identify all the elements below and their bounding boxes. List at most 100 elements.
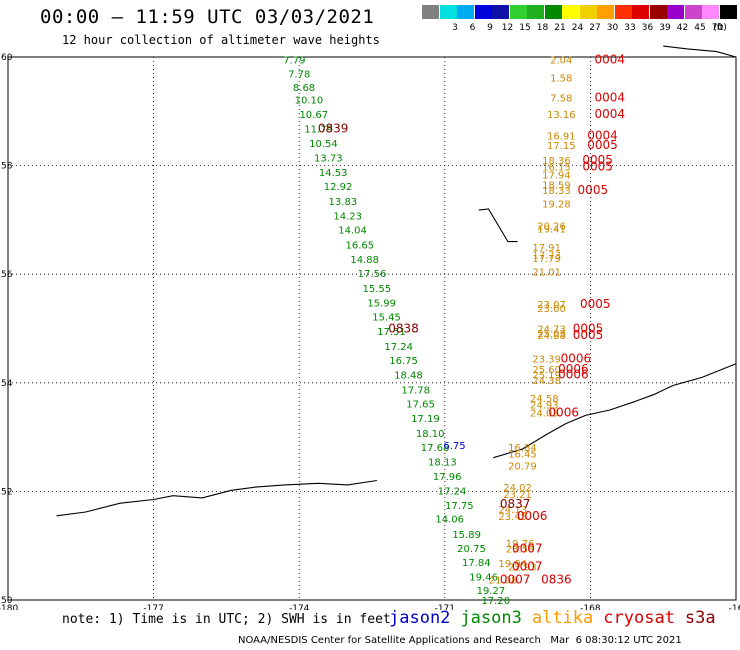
y-tick-label: 60	[1, 53, 13, 63]
footer-credit: NOAA/NESDIS Center for Satellite Applica…	[238, 635, 682, 646]
colorbar-swatch	[457, 5, 474, 19]
data-label-altika: 25.03	[537, 329, 566, 340]
coastline-aleutian-chain	[56, 479, 377, 517]
data-label-s3a: 0839	[318, 122, 349, 136]
x-tick-label: -168	[580, 604, 601, 610]
colorbar-swatch	[492, 5, 509, 19]
data-label-cryosat: 0007	[500, 572, 531, 586]
data-label-jason3: 11.79	[304, 125, 333, 136]
data-label-altika: 18.59	[542, 181, 571, 192]
colorbar-swatch	[719, 5, 737, 19]
colorbar-tick-label: 30	[606, 23, 619, 33]
data-label-s3a: 0838	[388, 322, 419, 336]
data-label-jason3: 15.55	[363, 284, 392, 295]
data-label-cryosat: 0004	[595, 91, 626, 105]
data-label-cryosat: 0006	[548, 406, 579, 420]
footer-note: note: 1) Time is in UTC; 2) SWH is in fe…	[62, 612, 391, 627]
data-label-jason3: 17.56	[358, 269, 387, 280]
data-label-altika: 7.58	[550, 94, 572, 105]
data-label-jason3: 15.89	[452, 530, 481, 541]
colorbar-tick-label: 70	[711, 23, 724, 33]
colorbar-tick-label: 24	[571, 23, 584, 33]
y-tick-label: 58	[1, 162, 13, 172]
data-label-altika: 20.26	[537, 221, 566, 232]
colorbar-tick-label: 6	[469, 23, 476, 33]
data-label-altika: 23.21	[503, 490, 532, 501]
mission-legend: jason2 jason3 altika cryosat s3a	[389, 608, 726, 628]
x-tick-label: -177	[143, 604, 163, 610]
data-label-altika: 16.84	[508, 443, 537, 454]
data-label-jason3: 17.68	[421, 443, 450, 454]
colorbar-swatch	[597, 5, 614, 19]
data-label-cryosat: 0005	[573, 322, 604, 336]
colorbar-swatch	[422, 5, 439, 19]
colorbar-tick-label: 33	[624, 23, 636, 33]
data-label-jason3: 14.06	[435, 515, 464, 526]
mission-label-cryosat: cryosat	[603, 608, 675, 628]
colorbar-swatch	[614, 5, 632, 19]
data-label-cryosat: 0006	[517, 509, 548, 523]
colorbar-tick-label: 45	[694, 23, 706, 33]
data-label-altika: 17.15	[547, 141, 576, 152]
data-label-altika: 19.76	[506, 539, 535, 550]
data-label-altika: 1.58	[550, 74, 572, 85]
data-label-jason3: 7.79	[283, 56, 305, 67]
colorbar-tick-label: 27	[589, 23, 601, 33]
data-label-cryosat: 0006	[558, 368, 589, 382]
colorbar-swatch	[684, 5, 702, 19]
data-label-cryosat: 0004	[595, 53, 626, 67]
coastline-nunivak	[663, 45, 737, 58]
data-label-jason3: 18.10	[416, 429, 445, 440]
mission-label-altika: altika	[531, 608, 594, 628]
colorbar-unit-label: (ft)	[713, 23, 727, 33]
data-label-altika: 19.94	[498, 559, 527, 570]
data-label-altika: 23.45	[498, 512, 527, 523]
data-label-jason3: 13.83	[329, 197, 358, 208]
data-label-jason2: 6.75	[443, 441, 465, 452]
data-label-jason3: 10.67	[299, 110, 328, 121]
data-label-jason3: 17.78	[401, 385, 430, 396]
data-label-altika: 13.16	[547, 110, 576, 121]
data-label-altika: 16.45	[508, 449, 537, 460]
data-label-altika: 24.73	[537, 325, 566, 336]
data-label-cryosat: 0005	[578, 183, 609, 197]
data-label-jason3: 16.65	[346, 240, 375, 251]
mission-label-s3a: s3a	[684, 608, 716, 628]
data-label-jason3: 15.99	[367, 298, 396, 309]
colorbar-swatch	[702, 5, 719, 19]
coastline-alaska-peninsula	[493, 363, 737, 459]
data-label-cryosat: 0836	[541, 572, 572, 586]
coastline-pribilof	[478, 208, 518, 243]
y-tick-label: 56	[1, 270, 13, 280]
colorbar-tick-label: 3	[452, 23, 458, 33]
colorbar-tick-label: 39	[659, 23, 671, 33]
colorbar-tick-label: 15	[519, 23, 531, 33]
data-label-altika: 16.91	[547, 132, 576, 143]
y-tick-label: 54	[1, 379, 13, 389]
data-label-altika: 23.58	[506, 544, 535, 555]
x-tick-label: -171	[435, 604, 455, 610]
data-label-jason3: 8.68	[293, 83, 315, 94]
data-label-altika: 17.94	[542, 170, 571, 181]
x-tick-label: -180	[0, 604, 18, 610]
data-label-jason3: 17.20	[481, 596, 510, 607]
colorbar-swatch	[509, 5, 527, 19]
data-label-jason3: 14.04	[338, 226, 367, 237]
data-label-cryosat: 0005	[582, 160, 613, 174]
colorbar-tick-label: 21	[554, 23, 566, 33]
data-label-cryosat: 0006	[558, 362, 589, 376]
data-label-altika: 23.07	[537, 300, 566, 311]
data-label-altika: 22.93	[508, 562, 537, 573]
data-label-altika: 24.03	[530, 409, 559, 420]
colorbar-swatch	[544, 5, 562, 19]
data-label-cryosat: 0004	[587, 129, 618, 143]
x-tick-label: -16	[729, 604, 740, 610]
data-label-altika: 19.28	[542, 200, 571, 211]
data-label-cryosat: 0006	[561, 351, 592, 365]
data-label-jason3: 10.54	[309, 139, 338, 150]
data-label-jason3: 14.23	[333, 212, 362, 223]
data-label-altika: 20.79	[508, 461, 537, 472]
data-label-altika: 19.41	[537, 225, 566, 236]
data-label-cryosat: 0005	[580, 297, 611, 311]
colorbar-swatch	[667, 5, 684, 19]
